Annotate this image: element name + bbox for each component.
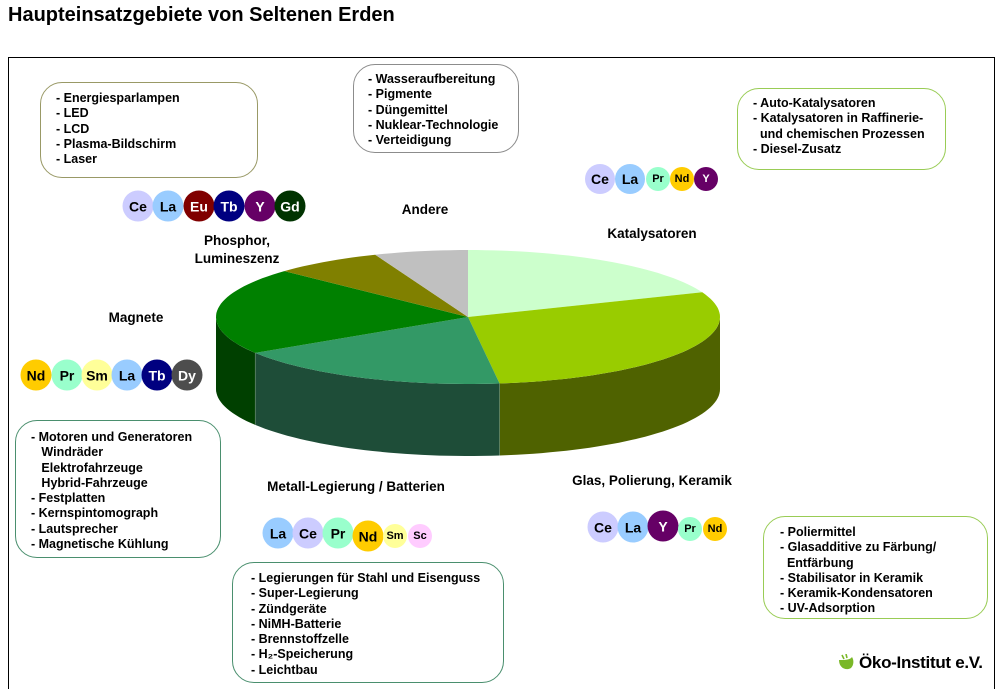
element-sm: Sm (383, 524, 407, 548)
element-y: Y (694, 167, 718, 191)
pie-slice-katalysatoren (468, 250, 703, 317)
label-metall: Metall-Legierung / Batterien (267, 479, 445, 494)
usage-item: - Laser (56, 152, 97, 167)
usage-item: - Pigmente (368, 87, 432, 102)
element-pr: Pr (678, 517, 702, 541)
usage-item: - Poliermittel (780, 525, 856, 539)
element-sm: Sm (81, 359, 113, 391)
usage-item: - Legierungen für Stahl und Eisenguss (251, 571, 481, 585)
element-pr: Pr (646, 167, 670, 191)
usage-box-magnete: - Motoren und Generatoren Windräder Elek… (15, 420, 221, 558)
usage-item: - Verteidigung (368, 133, 452, 148)
element-sc: Sc (408, 524, 432, 548)
usage-item: - H₂-Speicherung (251, 647, 354, 662)
element-nd: Nd (352, 520, 384, 552)
usage-item: - Glasadditive zu Färbung/ (780, 540, 937, 555)
usage-item: und chemischen Prozessen (753, 126, 925, 141)
element-ce: Ce (587, 511, 619, 543)
pie-slice-magnete (216, 271, 468, 353)
usage-item: - LCD (56, 121, 90, 136)
usage-item: - Energiesparlampen (56, 91, 180, 105)
usage-item: - LED (56, 106, 89, 121)
element-nd: Nd (20, 359, 52, 391)
usage-item: - Lautsprecher (31, 521, 118, 536)
usage-item: - Katalysatoren in Raffinerie- (753, 111, 924, 126)
element-tb: Tb (141, 359, 173, 391)
element-gd: Gd (274, 190, 306, 222)
usage-item: - Motoren und Generatoren (31, 430, 193, 444)
usage-item: - Wasseraufbereitung (368, 72, 496, 86)
usage-item: - Magnetische Kühlung (31, 537, 169, 552)
element-la: La (111, 359, 143, 391)
usage-box-andere: - Wasseraufbereitung - Pigmente - Düngemit… (353, 64, 519, 153)
usage-box-metall: - Legierungen für Stahl und Eisenguss - S… (232, 562, 504, 683)
page-title: Haupteinsatzgebiete von Seltenen Erden (8, 4, 395, 26)
pie-slice-metall-legierung-batterien (255, 317, 500, 384)
usage-item: - Kernspintomograph (31, 506, 159, 521)
usage-item: - Zündgeräte (251, 601, 327, 616)
usage-item: - UV-Adsorption (780, 601, 876, 616)
pie-slice-glas-polierung-keramik (468, 292, 720, 384)
element-pr: Pr (51, 359, 83, 391)
usage-item: Entfärbung (780, 555, 854, 570)
element-tb: Tb (213, 190, 245, 222)
usage-item: - Leichtbau (251, 662, 318, 677)
usage-item: - Düngemittel (368, 102, 448, 117)
element-nd: Nd (670, 167, 694, 191)
logo: Öko-Institut e.V. (836, 653, 983, 673)
leaf-logo-icon (839, 654, 854, 670)
usage-item: - Festplatten (31, 491, 106, 506)
usage-item: - Brennstoffzelle (251, 632, 349, 647)
usage-item: - Keramik-Kondensatoren (780, 586, 933, 601)
element-ce: Ce (122, 190, 154, 222)
pie-slice-phosphor-lumineszenz (284, 254, 468, 317)
logo-text: Öko-Institut e.V. (859, 653, 983, 672)
element-la: La (152, 190, 184, 222)
usage-box-phosphor: - Energiesparlampen - LED - LCD - Plasma-Bi… (40, 82, 258, 178)
pie-side-2 (255, 352, 500, 456)
label-glas: Glas, Polierung, Keramik (572, 473, 732, 488)
usage-item: - Auto-Katalysatoren (753, 96, 876, 110)
usage-item: - Nuklear-Technologie (368, 117, 499, 132)
element-ce: Ce (585, 164, 615, 194)
label-katalysatoren: Katalysatoren (607, 226, 697, 241)
pie-side-1 (499, 317, 720, 456)
element-eu: Eu (183, 190, 215, 222)
pie-side-3 (216, 317, 256, 425)
usage-item: - Super-Legierung (251, 586, 359, 601)
usage-item: Elektrofahrzeuge (31, 460, 143, 475)
element-y: Y (244, 190, 276, 222)
usage-item: Windräder (31, 445, 104, 460)
element-y: Y (647, 510, 679, 542)
element-nd: Nd (703, 517, 727, 541)
label-magnete: Magnete (108, 310, 164, 325)
usage-item: - Diesel-Zusatz (753, 141, 842, 156)
pie-slice-andere (375, 250, 468, 317)
usage-item: Hybrid-Fahrzeuge (31, 475, 148, 490)
element-la: La (615, 164, 645, 194)
element-la: La (262, 517, 294, 549)
usage-box-glas: - Poliermittel - Glasadditive zu Färbung/… (763, 516, 988, 619)
usage-box-katalysatoren: - Auto-Katalysatoren - Katalysatoren in R… (737, 88, 946, 170)
element-dy: Dy (171, 359, 203, 391)
label-andere: Andere (401, 202, 449, 217)
usage-item: - Stabilisator in Keramik (780, 570, 924, 585)
usage-item: - Plasma-Bildschirm (56, 136, 177, 151)
diagram-frame (8, 57, 995, 689)
element-la: La (617, 511, 649, 543)
element-ce: Ce (292, 517, 324, 549)
element-pr: Pr (322, 517, 354, 549)
usage-item: - NiMH-Batterie (251, 616, 342, 631)
label-phosphor: Phosphor, Lumineszenz (194, 233, 280, 266)
